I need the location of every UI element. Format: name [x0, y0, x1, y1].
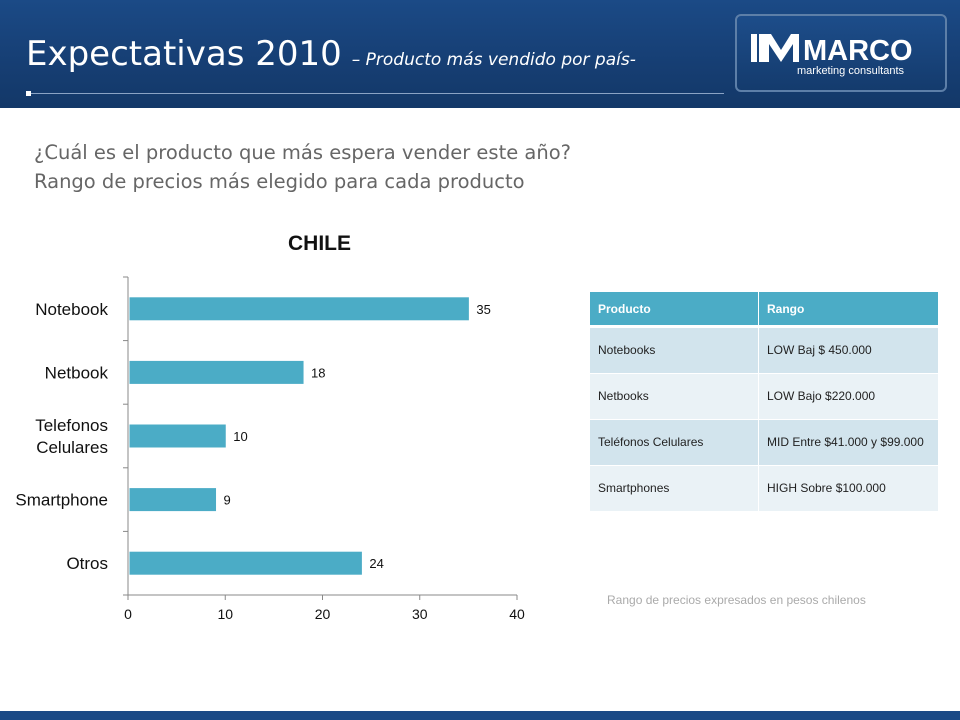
data-label: 35 — [476, 302, 490, 317]
table-cell-product: Teléfonos Celulares — [590, 420, 759, 466]
category-label-line: Notebook — [35, 300, 108, 319]
bar — [128, 359, 305, 385]
page-title: Expectativas 2010 – Producto más vendido … — [26, 34, 636, 74]
x-tick-label: 40 — [509, 606, 525, 622]
table-header-row: Producto Rango — [590, 292, 939, 328]
data-label: 24 — [369, 556, 383, 571]
bar — [128, 423, 227, 449]
table-row: Netbooks LOW Bajo $220.000 — [590, 374, 939, 420]
chart-title: CHILE — [288, 232, 351, 255]
table-cell-range: LOW Bajo $220.000 — [759, 374, 939, 420]
question-text: ¿Cuál es el producto que más espera vend… — [34, 138, 571, 196]
category-label-line: Celulares — [36, 438, 108, 457]
header-divider — [26, 93, 724, 94]
data-label: 9 — [224, 493, 231, 508]
x-tick-label: 30 — [412, 606, 428, 622]
price-note: Rango de precios expresados en pesos chi… — [607, 593, 866, 607]
category-label: Otros — [66, 554, 108, 573]
table-cell-range: LOW Baj $ 450.000 — [759, 328, 939, 374]
bar — [128, 550, 363, 576]
question-line-1: ¿Cuál es el producto que más espera vend… — [34, 141, 571, 164]
table-row: Teléfonos Celulares MID Entre $41.000 y … — [590, 420, 939, 466]
x-tick-label: 0 — [124, 606, 132, 622]
table-row: Smartphones HIGH Sobre $100.000 — [590, 466, 939, 512]
x-tick-label: 10 — [217, 606, 233, 622]
table-cell-range: HIGH Sobre $100.000 — [759, 466, 939, 512]
category-label-line: Smartphone — [15, 491, 108, 510]
category-label-line: Telefonos — [35, 416, 108, 435]
header-bullet — [26, 91, 31, 96]
price-range-table: Producto Rango Notebooks LOW Baj $ 450.0… — [590, 292, 939, 512]
category-label: Netbook — [45, 363, 109, 382]
bar-chart: 0 10 20 30 40 35 Notebook 18 Netbook 10 Telefonos C… — [15, 276, 525, 622]
logo-wordmark: MARCO — [803, 35, 913, 67]
data-label: 10 — [233, 429, 247, 444]
table-cell-product: Smartphones — [590, 466, 759, 512]
marco-logo-graphic: MARCO marketing consultants — [751, 34, 913, 77]
table-cell-product: Netbooks — [590, 374, 759, 420]
footer-bar — [0, 711, 960, 720]
page-title-subtitle: – Producto más vendido por país- — [351, 50, 636, 70]
bar — [128, 487, 218, 513]
company-logo: MARCO marketing consultants — [735, 14, 947, 92]
table-cell-range: MID Entre $41.000 y $99.000 — [759, 420, 939, 466]
category-label: Telefonos Celulares — [35, 416, 108, 457]
logo-tagline: marketing consultants — [797, 65, 904, 77]
bar — [128, 296, 470, 322]
header-bar: Expectativas 2010 – Producto más vendido … — [0, 0, 960, 108]
table-cell-product: Notebooks — [590, 328, 759, 374]
table-header-rango: Rango — [759, 292, 939, 328]
category-label-line: Netbook — [45, 363, 109, 382]
x-tick-label: 20 — [315, 606, 331, 622]
table-header-producto: Producto — [590, 292, 759, 328]
table-row: Notebooks LOW Baj $ 450.000 — [590, 328, 939, 374]
category-label: Notebook — [35, 300, 108, 319]
category-label-line: Otros — [66, 554, 108, 573]
question-line-2: Rango de precios más elegido para cada p… — [34, 170, 525, 193]
page-title-main: Expectativas 2010 — [26, 34, 342, 74]
category-label: Smartphone — [15, 491, 108, 510]
data-label: 18 — [311, 365, 325, 380]
